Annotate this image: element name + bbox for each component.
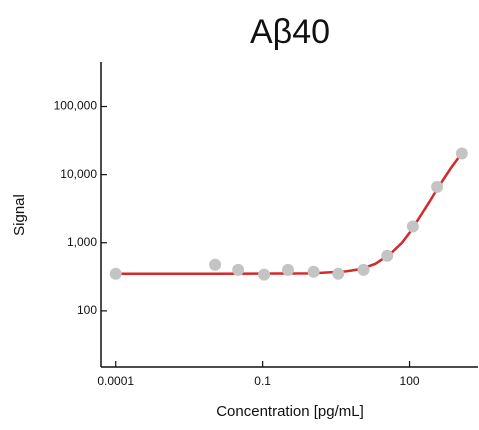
data-point <box>332 267 345 280</box>
y-tick-label: 100 <box>77 303 97 317</box>
data-point <box>431 180 444 193</box>
data-point <box>232 263 245 276</box>
x-axis-title: Concentration [pg/mL] <box>216 403 364 420</box>
data-point <box>381 249 394 262</box>
data-point <box>307 265 320 278</box>
data-point <box>209 258 222 271</box>
data-point <box>455 147 468 160</box>
data-point <box>109 267 122 280</box>
y-tick-label: 1,000 <box>67 235 97 249</box>
data-point <box>357 263 370 276</box>
y-tick-label: 10,000 <box>60 167 97 181</box>
x-tick-label: 100 <box>400 374 420 388</box>
fit-curve <box>115 154 462 276</box>
data-point <box>258 268 271 281</box>
y-axis-title: Signal <box>11 194 28 236</box>
x-tick-label: 0.1 <box>254 374 271 388</box>
chart-title: Aβ40 <box>250 13 330 51</box>
x-tick-label: 0.0001 <box>97 374 134 388</box>
y-tick-label: 100,000 <box>54 99 98 113</box>
data-point <box>282 263 295 276</box>
data-point <box>406 220 419 233</box>
